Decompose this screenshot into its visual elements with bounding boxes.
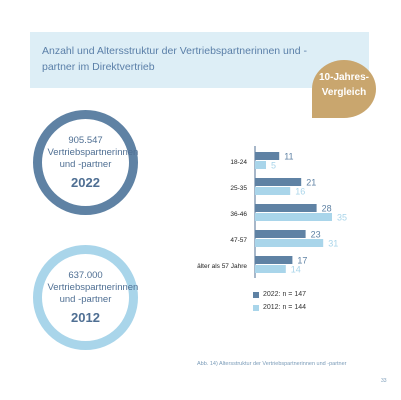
comparison-badge-text: 10-Jahres- Vergleich bbox=[312, 70, 376, 100]
legend-swatch-2012 bbox=[253, 304, 259, 311]
bar-2022 bbox=[255, 178, 302, 186]
ring-2022-label: Vertriebspartnerinnen und -partner bbox=[47, 147, 139, 170]
bar-2022 bbox=[255, 152, 280, 160]
bar-value-label: 21 bbox=[306, 178, 316, 188]
badge-line-1: 10-Jahres- bbox=[318, 72, 370, 83]
category-label: 25-35 bbox=[230, 185, 247, 192]
legend-item-2022: 2022: n = 147 bbox=[253, 291, 306, 298]
legend-label-2012: 2012: n = 144 bbox=[263, 304, 307, 311]
ring-2012: 637.000 Vertriebspartnerinnen und -partn… bbox=[33, 245, 138, 350]
bar-value-label: 11 bbox=[284, 152, 293, 162]
bar-2022 bbox=[255, 204, 317, 212]
comparison-badge bbox=[312, 60, 376, 118]
category-label: älter als 57 Jahre bbox=[197, 263, 247, 270]
header-band bbox=[30, 32, 369, 88]
bar-2012 bbox=[255, 187, 291, 195]
page-number: 33 bbox=[381, 378, 387, 384]
figure-caption: Abb. 14) Altersstruktur der Vertriebspar… bbox=[197, 361, 347, 367]
bar-2012 bbox=[255, 239, 324, 247]
bar-value-label: 17 bbox=[297, 256, 307, 266]
legend-item-2012: 2012: n = 144 bbox=[253, 304, 306, 311]
legend-swatch-2022 bbox=[253, 291, 259, 298]
bar-value-label: 5 bbox=[271, 161, 276, 171]
bar-value-label: 23 bbox=[311, 230, 321, 240]
legend-label-2022: 2022: n = 147 bbox=[263, 291, 307, 298]
ring-2022: 905.547 Vertriebspartnerinnen und -partn… bbox=[33, 110, 138, 215]
bar-2012 bbox=[255, 213, 332, 221]
bar-value-label: 31 bbox=[328, 239, 338, 249]
badge-line-2: Vergleich bbox=[321, 87, 367, 98]
ring-2022-number: 905.547 bbox=[68, 135, 103, 146]
bar-2022 bbox=[255, 230, 306, 238]
bar-2012 bbox=[255, 161, 266, 169]
category-label: 36-46 bbox=[230, 211, 247, 218]
bar-value-label: 14 bbox=[291, 265, 301, 275]
bar-value-label: 16 bbox=[295, 187, 305, 197]
ring-2022-year: 2022 bbox=[71, 175, 100, 190]
page-title: Anzahl und Altersstruktur der Vertriebsp… bbox=[42, 45, 307, 73]
ring-2012-number: 637.000 bbox=[68, 270, 103, 281]
bar-2012 bbox=[255, 265, 286, 273]
ring-2012-label: Vertriebspartnerinnen und -partner bbox=[47, 282, 139, 305]
bar-value-label: 35 bbox=[337, 213, 347, 223]
bar-value-label: 28 bbox=[322, 204, 332, 214]
bar-2022 bbox=[255, 256, 293, 264]
category-label: 47-57 bbox=[230, 237, 247, 244]
ring-2012-year: 2012 bbox=[71, 310, 100, 325]
category-label: 18-24 bbox=[230, 159, 247, 166]
